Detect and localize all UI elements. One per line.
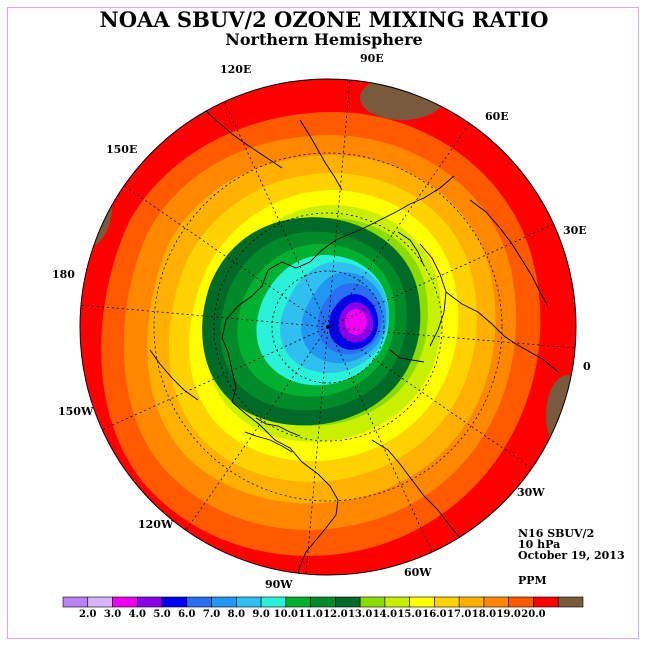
colorbar-swatch	[310, 596, 336, 608]
colorbar-swatch	[384, 596, 410, 608]
colorbar-swatch	[285, 596, 311, 608]
colorbar-swatch	[335, 596, 361, 608]
colorbar-tick-label: 7.0	[202, 609, 221, 620]
colorbar-tick-label: 12.0	[323, 609, 348, 620]
colorbar-tick-label: 16.0	[422, 609, 447, 620]
colorbar	[62, 596, 584, 608]
colorbar-swatch	[483, 596, 510, 608]
colorbar-tick-label: 11.0	[298, 609, 323, 620]
lon-label-30e: 30E	[563, 224, 587, 237]
colorbar-tick-label: 6.0	[178, 609, 196, 620]
high-ozone-patch-west	[80, 163, 112, 247]
graticule	[80, 78, 576, 575]
colorbar-swatch	[260, 596, 287, 608]
colorbar-tick-label: 9.0	[252, 609, 270, 620]
figure-frame	[7, 7, 639, 639]
date-label: October 19, 2013	[518, 549, 625, 562]
colorbar-swatch	[508, 596, 534, 608]
colorbar-swatch	[557, 596, 584, 608]
lon-label-120e: 120E	[220, 63, 252, 76]
pressure-level-label: 10 hPa	[518, 538, 561, 551]
high-ozone-patch-northwest	[155, 82, 215, 118]
colorbar-tick-label: 13.0	[347, 609, 373, 620]
colorbar-swatch	[458, 596, 485, 608]
lon-label-60e: 60E	[485, 110, 509, 123]
map-boundary	[79, 78, 577, 576]
lon-label-30w: 30W	[517, 486, 545, 499]
ozone-contour-fill	[80, 79, 576, 575]
colorbar-swatch	[62, 596, 89, 608]
colorbar-tick-label: 17.0	[447, 609, 472, 620]
colorbar-swatch	[87, 596, 113, 608]
units-label: PPM	[518, 574, 547, 587]
colorbar-tick-label: 18.0	[471, 609, 497, 620]
map-subtitle: Northern Hemisphere	[225, 30, 423, 49]
lon-label-120w: 120W	[138, 518, 174, 531]
colorbar-tick-label: 20.0	[521, 609, 546, 620]
coastlines	[149, 109, 559, 575]
colorbar-tick-label: 8.0	[227, 609, 246, 620]
map-title: NOAA SBUV/2 OZONE MIXING RATIO	[99, 7, 549, 32]
colorbar-tick-label: 3.0	[103, 609, 122, 620]
colorbar-swatch	[533, 596, 559, 608]
lon-label-90w: 90W	[265, 578, 293, 591]
lon-label-60w: 60W	[404, 566, 432, 579]
lon-label-90e: 90E	[360, 52, 384, 65]
colorbar-swatch	[112, 596, 138, 608]
colorbar-tick-label: 14.0	[372, 609, 398, 620]
colorbar-swatch	[409, 596, 435, 608]
colorbar-tick-label: 4.0	[128, 609, 146, 620]
colorbar-swatch	[186, 596, 212, 608]
colorbar-swatch	[359, 596, 386, 608]
colorbar-tick-label: 5.0	[153, 609, 171, 620]
colorbar-swatch	[161, 596, 188, 608]
lon-label-180: 180	[52, 268, 75, 281]
lon-label-150e: 150E	[106, 143, 138, 156]
lon-label-0: 0	[583, 360, 591, 373]
colorbar-tick-label: 2.0	[79, 609, 97, 620]
colorbar-tick-label: 15.0	[397, 609, 422, 620]
colorbar-swatch	[211, 596, 237, 608]
colorbar-tick-label: 10.0	[273, 609, 299, 620]
colorbar-swatch	[434, 596, 460, 608]
instrument-label: N16 SBUV/2	[518, 527, 595, 540]
colorbar-swatch	[236, 596, 262, 608]
high-ozone-patch-east	[546, 375, 576, 455]
colorbar-swatch	[136, 596, 163, 608]
colorbar-tick-label: 19.0	[496, 609, 521, 620]
lon-label-150w: 150W	[58, 405, 94, 418]
